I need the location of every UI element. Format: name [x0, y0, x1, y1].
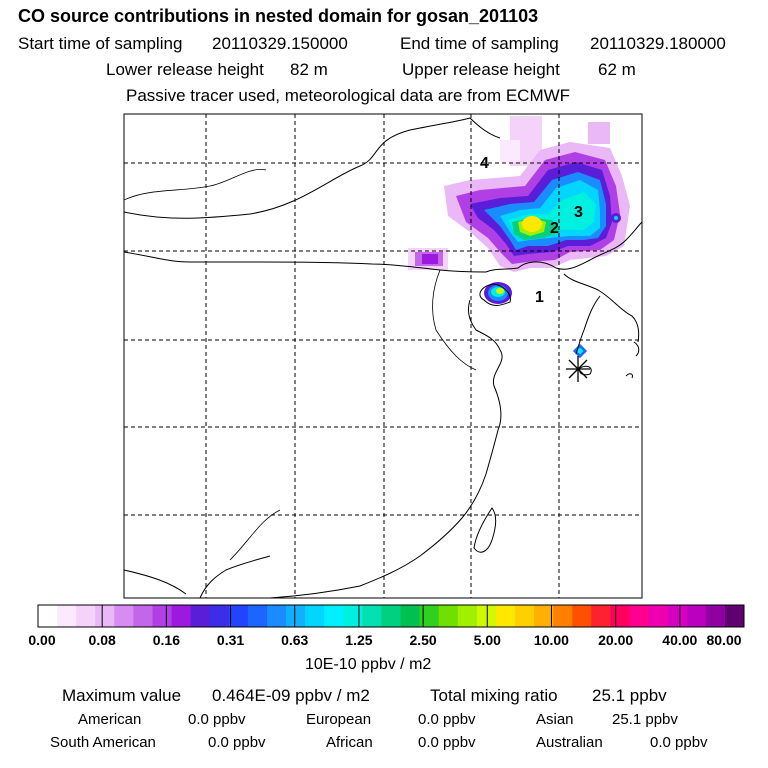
lower-height-label: Lower release height — [106, 60, 264, 79]
colorbar-swatch — [114, 605, 134, 627]
colorbar-tick-label: 0.08 — [88, 632, 116, 648]
cluster-label-1: 1 — [535, 289, 544, 306]
cluster-label-2: 2 — [550, 220, 559, 237]
colorbar-tick-label: 10.00 — [533, 632, 569, 648]
colorbar-swatch — [190, 605, 211, 627]
borders — [123, 168, 477, 561]
end-time-label: End time of sampling — [400, 34, 559, 53]
start-time-value: 20110329.150000 — [212, 34, 348, 53]
colorbar-swatch — [381, 605, 401, 627]
colorbar-swatch — [247, 605, 268, 627]
colorbar-swatch — [534, 605, 554, 627]
colorbar-swatch — [152, 605, 172, 627]
colorbar-swatch — [515, 605, 535, 627]
plume-west — [408, 248, 448, 270]
colorbar-swatch — [266, 605, 287, 627]
plume-spot — [572, 343, 588, 359]
colorbar-tick-label: 5.00 — [473, 632, 501, 648]
colorbar-swatch — [648, 605, 669, 627]
colorbar-swatch — [305, 605, 325, 627]
total-mixing-value: 25.1 ppbv — [592, 686, 667, 705]
colorbar-swatch — [400, 605, 421, 627]
colorbar-tick-label: 0.00 — [28, 632, 56, 648]
colorbar-tick-label: 1.25 — [345, 632, 373, 648]
cluster-label-3: 3 — [574, 204, 583, 221]
coastlines — [123, 117, 643, 599]
european-label: European — [306, 711, 372, 728]
colorbar-frame — [37, 604, 745, 628]
european-value: 0.0 ppbv — [418, 711, 476, 728]
colorbar-swatch — [629, 605, 649, 627]
colorbar-swatch — [553, 605, 573, 627]
colorbar-swatch — [95, 605, 115, 627]
african-value: 0.0 ppbv — [418, 734, 476, 751]
colorbar-swatch — [286, 605, 306, 627]
graticule — [124, 114, 642, 598]
australian-label: Australian — [536, 734, 603, 751]
plot-title: CO source contributions in nested domain… — [18, 6, 539, 26]
colorbar-swatch — [667, 605, 688, 627]
receptor-asterisk-icon — [566, 356, 590, 382]
colorbar-swatch — [38, 605, 58, 627]
tracer-note: Passive tracer used, meteorological data… — [126, 86, 571, 105]
plume-source-1 — [484, 282, 512, 304]
south-american-value: 0.0 ppbv — [208, 734, 266, 751]
colorbar-swatch — [133, 605, 153, 627]
african-label: African — [326, 734, 373, 751]
colorbar-swatch — [76, 605, 96, 627]
colorbar-swatch — [495, 605, 516, 627]
cluster-labels: 1 2 3 4 — [480, 155, 583, 306]
colorbar-tick-label: 20.00 — [598, 632, 634, 648]
colorbar-swatch — [209, 605, 230, 627]
colorbar — [38, 605, 745, 627]
australian-value: 0.0 ppbv — [650, 734, 708, 751]
upper-height-label: Upper release height — [402, 60, 560, 79]
colorbar-swatch — [171, 605, 192, 627]
colorbar-tick-label: 0.63 — [281, 632, 309, 648]
colorbar-swatch — [572, 605, 592, 627]
colorbar-swatch — [610, 605, 630, 627]
colorbar-units: 10E-10 ppbv / m2 — [305, 656, 432, 673]
colorbar-swatch — [724, 605, 745, 627]
colorbar-swatch — [362, 605, 382, 627]
colorbar-swatch — [343, 605, 363, 627]
colorbar-tick-label: 80.00 — [706, 632, 742, 648]
max-value: 0.464E-09 ppbv / m2 — [212, 686, 370, 705]
upper-height-value: 62 m — [598, 60, 636, 79]
colorbar-tick-label: 0.31 — [216, 632, 245, 648]
plume-top — [500, 116, 610, 166]
total-mixing-label: Total mixing ratio — [430, 686, 558, 705]
max-value-label: Maximum value — [62, 686, 182, 705]
colorbar-swatch — [57, 605, 77, 627]
plume-main — [444, 142, 630, 272]
end-time-value: 20110329.180000 — [590, 34, 726, 53]
american-value: 0.0 ppbv — [188, 711, 246, 728]
south-american-label: South American — [50, 734, 156, 751]
start-time-label: Start time of sampling — [18, 34, 183, 53]
colorbar-swatch — [419, 605, 440, 627]
colorbar-swatch — [591, 605, 611, 627]
cluster-label-4: 4 — [480, 155, 489, 172]
colorbar-swatch — [476, 605, 497, 627]
asian-label: Asian — [536, 711, 574, 728]
colorbar-swatch — [324, 605, 344, 627]
lower-height-value: 82 m — [290, 60, 328, 79]
colorbar-swatch — [686, 605, 707, 627]
colorbar-tick-label: 40.00 — [662, 632, 698, 648]
american-label: American — [78, 711, 142, 728]
colorbar-tick-label: 0.16 — [152, 632, 180, 648]
colorbar-swatch — [705, 605, 726, 627]
colorbar-swatch — [457, 605, 478, 627]
asian-value: 25.1 ppbv — [612, 711, 678, 728]
colorbar-tick-label: 2.50 — [409, 632, 437, 648]
concentration-field — [408, 116, 630, 359]
colorbar-swatch — [228, 605, 249, 627]
colorbar-swatch — [438, 605, 459, 627]
